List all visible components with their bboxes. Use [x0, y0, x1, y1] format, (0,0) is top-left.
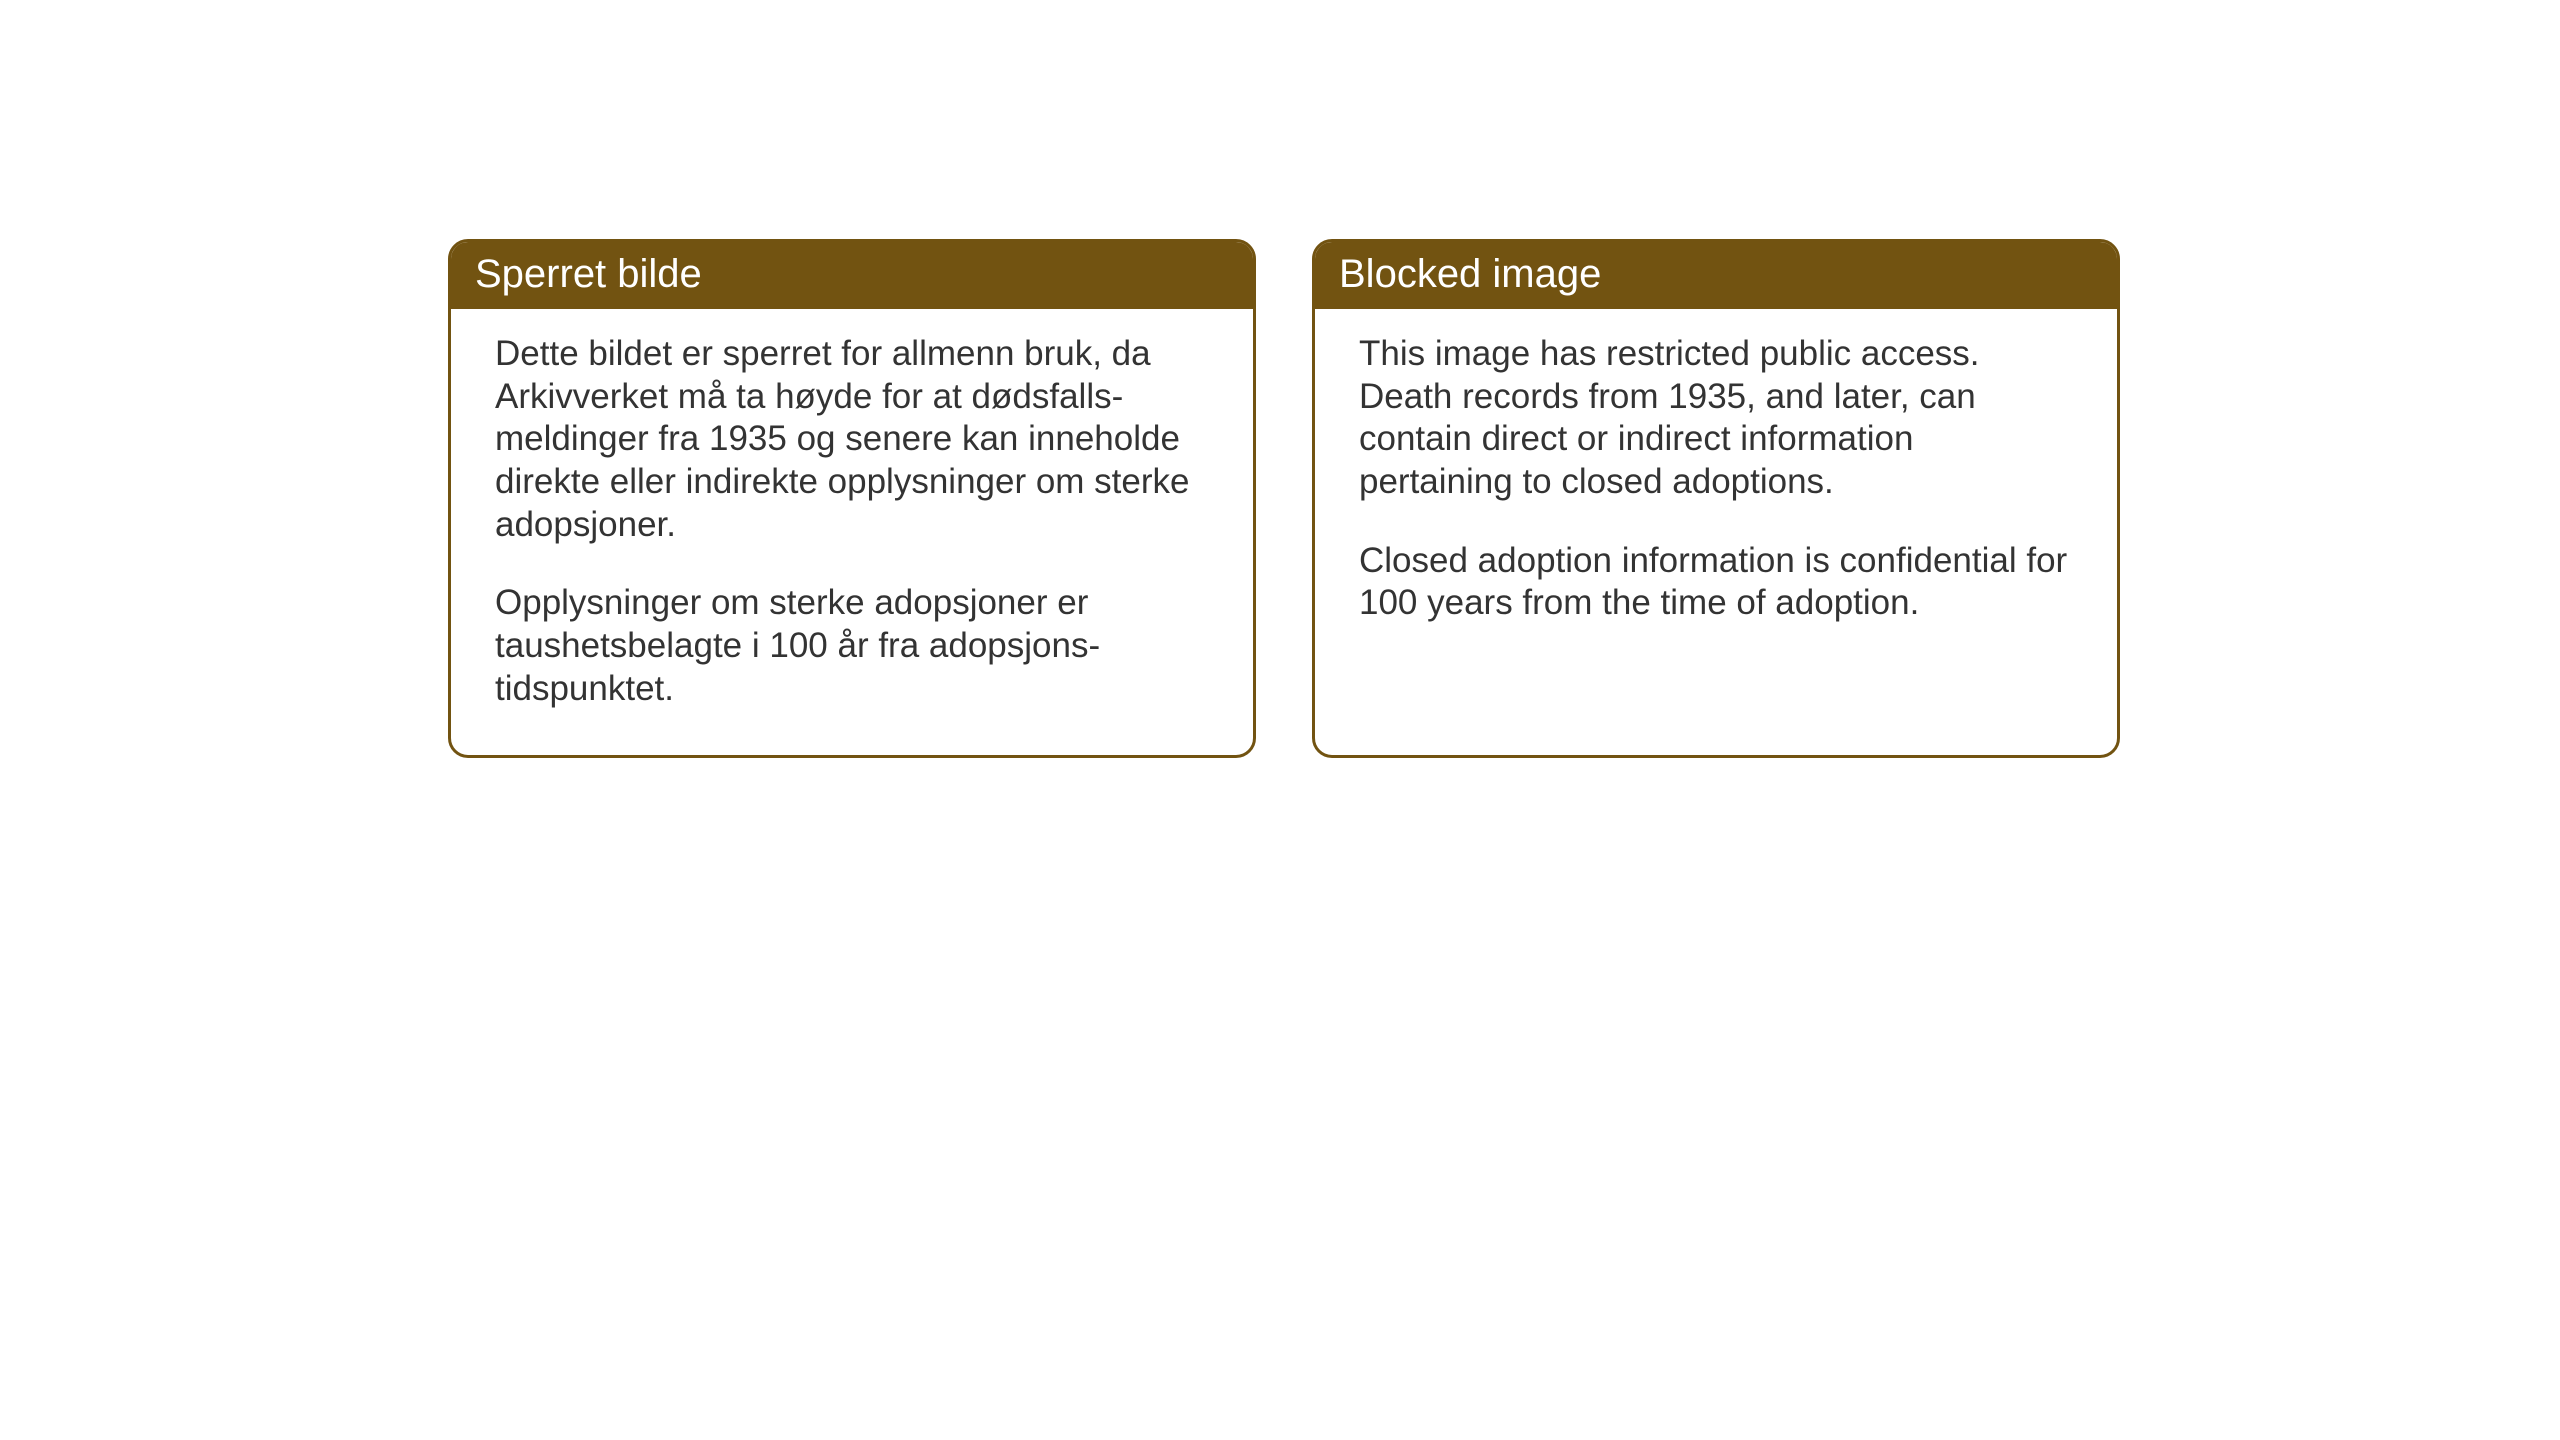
card-paragraph-english-2: Closed adoption information is confident…	[1359, 540, 2073, 625]
card-title-english: Blocked image	[1339, 252, 1601, 296]
card-header-english: Blocked image	[1315, 242, 2117, 309]
card-body-norwegian: Dette bildet er sperret for allmenn bruk…	[451, 309, 1253, 755]
card-body-english: This image has restricted public access.…	[1315, 309, 2117, 669]
card-paragraph-norwegian-2: Opplysninger om sterke adopsjoner er tau…	[495, 582, 1209, 710]
card-paragraph-norwegian-1: Dette bildet er sperret for allmenn bruk…	[495, 333, 1209, 546]
card-paragraph-english-1: This image has restricted public access.…	[1359, 333, 2073, 504]
notice-card-norwegian: Sperret bilde Dette bildet er sperret fo…	[448, 239, 1256, 758]
card-header-norwegian: Sperret bilde	[451, 242, 1253, 309]
card-title-norwegian: Sperret bilde	[475, 252, 702, 296]
notice-card-english: Blocked image This image has restricted …	[1312, 239, 2120, 758]
notice-container: Sperret bilde Dette bildet er sperret fo…	[448, 239, 2120, 758]
